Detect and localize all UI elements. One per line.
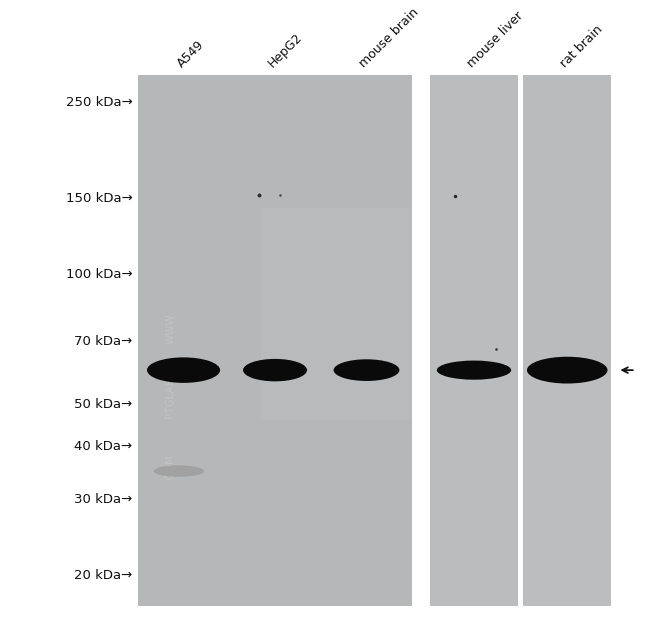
Text: rat brain: rat brain: [558, 23, 605, 70]
Text: A549: A549: [174, 38, 206, 70]
Bar: [261, 208, 412, 420]
Text: 250 kDa→: 250 kDa→: [66, 96, 133, 109]
Text: 40 kDa→: 40 kDa→: [75, 439, 133, 452]
Text: 100 kDa→: 100 kDa→: [66, 268, 133, 281]
Text: WWW.: WWW.: [165, 311, 176, 344]
Text: mouse liver: mouse liver: [465, 9, 526, 70]
Text: PTGLAB: PTGLAB: [165, 377, 176, 418]
Text: 150 kDa→: 150 kDa→: [66, 192, 133, 205]
Ellipse shape: [527, 357, 608, 384]
Bar: [430, 75, 518, 606]
Text: mouse brain: mouse brain: [358, 6, 422, 70]
Ellipse shape: [154, 465, 204, 477]
Bar: [523, 367, 611, 606]
Text: HepG2: HepG2: [266, 31, 305, 70]
Text: .COM: .COM: [165, 453, 176, 481]
Text: 50 kDa→: 50 kDa→: [74, 398, 133, 411]
Text: 30 kDa→: 30 kDa→: [74, 494, 133, 507]
Ellipse shape: [243, 359, 307, 381]
Text: 70 kDa→: 70 kDa→: [74, 335, 133, 348]
Ellipse shape: [147, 357, 220, 383]
Ellipse shape: [437, 360, 511, 379]
Bar: [138, 75, 412, 606]
Ellipse shape: [333, 359, 400, 381]
Bar: [523, 75, 611, 606]
Text: 20 kDa→: 20 kDa→: [74, 569, 133, 582]
